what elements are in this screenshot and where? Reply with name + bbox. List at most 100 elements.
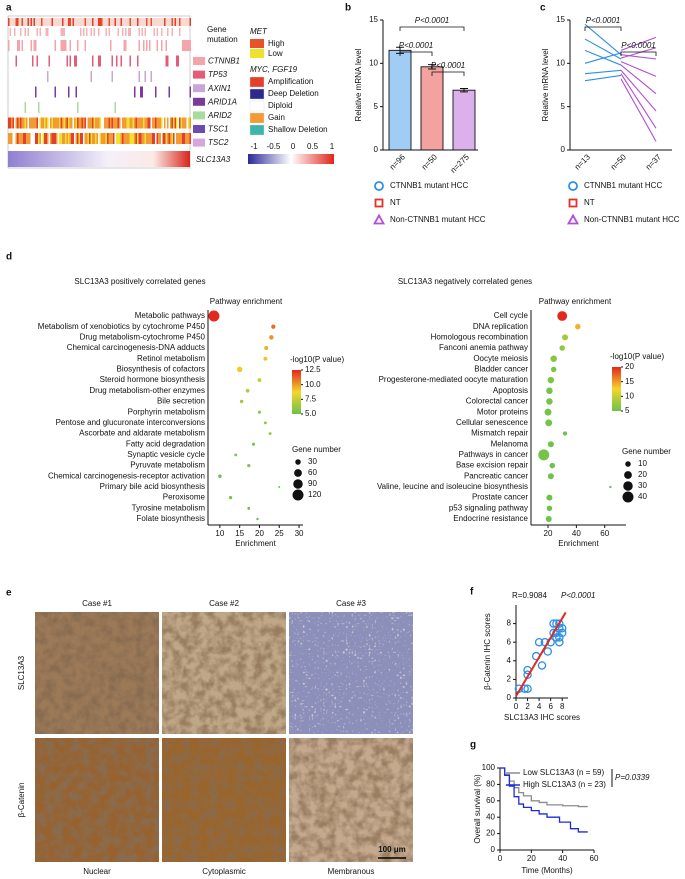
heatmap-cell bbox=[66, 18, 68, 26]
heatmap-cell bbox=[50, 18, 52, 26]
heatmap-cell bbox=[56, 133, 58, 144]
heatmap-cell bbox=[69, 40, 71, 51]
category-label: Valine, leucine and isoleucine biosynthe… bbox=[377, 482, 528, 491]
heatmap-cell bbox=[30, 40, 32, 51]
heatmap-cell bbox=[147, 117, 149, 129]
panel-label: e bbox=[6, 588, 12, 599]
heatmap-cell bbox=[179, 28, 181, 36]
size-legend-label: 20 bbox=[638, 470, 647, 479]
legend-label: CTNNB1 mutant HCC bbox=[390, 181, 468, 190]
heatmap-cell bbox=[110, 133, 112, 144]
heatmap-cell bbox=[155, 18, 157, 26]
heatmap-cell bbox=[63, 28, 65, 36]
y-tick-label: 0 bbox=[374, 145, 379, 154]
legend-label: Low SLC13A3 (n = 59) bbox=[523, 768, 604, 777]
heatmap-cell bbox=[138, 117, 140, 129]
heatmap-cell bbox=[8, 117, 10, 129]
enrichment-dot bbox=[236, 366, 243, 373]
legend-marker bbox=[568, 181, 578, 191]
heatmap-cell bbox=[161, 40, 163, 51]
heatmap-cell bbox=[129, 55, 131, 67]
heatmap-cell bbox=[137, 117, 139, 129]
heatmap-cell bbox=[75, 86, 77, 98]
heatmap-cell bbox=[57, 117, 59, 129]
y-tick-label: 20 bbox=[486, 829, 495, 838]
heatmap-cell bbox=[9, 133, 11, 144]
heatmap-cell bbox=[119, 18, 121, 26]
x-tick-label: 20 bbox=[544, 529, 553, 538]
x-axis-label: Time (Months) bbox=[521, 866, 573, 875]
heatmap-cell bbox=[36, 55, 38, 67]
panel-label: f bbox=[470, 587, 474, 598]
heatmap-cell bbox=[185, 18, 187, 26]
heatmap-cell bbox=[126, 133, 128, 144]
x-axis-label: SLC13A3 IHC scores bbox=[504, 713, 580, 722]
size-legend-label: 60 bbox=[308, 468, 317, 477]
heatmap-cell bbox=[108, 117, 110, 129]
heatmap-cell bbox=[134, 18, 136, 26]
enrichment-dot bbox=[251, 442, 256, 446]
heatmap-cell bbox=[87, 133, 89, 144]
size-legend-dot bbox=[622, 491, 634, 503]
heatmap-cell bbox=[147, 133, 149, 144]
heatmap-cell bbox=[126, 18, 128, 26]
panel-label: a bbox=[6, 3, 12, 14]
heatmap-cell bbox=[80, 28, 82, 36]
x-tick-label: 0 bbox=[498, 854, 503, 863]
category-label: Pancreatic cancer bbox=[464, 471, 528, 480]
enrichment-dot bbox=[234, 453, 238, 457]
heatmap-cell bbox=[141, 28, 143, 36]
enrichment-dot bbox=[264, 346, 269, 351]
heatmap-cell bbox=[15, 18, 17, 26]
heatmap-cell bbox=[54, 117, 56, 129]
enrichment-dot bbox=[263, 421, 267, 425]
legend-swatch bbox=[193, 97, 205, 106]
enrichment-dot bbox=[547, 376, 555, 384]
heatmap-cell bbox=[131, 117, 133, 129]
y-tick-label: 5 bbox=[561, 102, 566, 111]
gene-label: CTNNB1 bbox=[208, 57, 240, 66]
heatmap-cell bbox=[68, 86, 70, 98]
fit-line bbox=[515, 611, 567, 697]
bar bbox=[388, 49, 412, 151]
heatmap-cell bbox=[18, 40, 20, 51]
mutation-heatmap bbox=[7, 15, 191, 169]
heatmap-cell bbox=[78, 18, 80, 26]
heatmap-cell bbox=[108, 18, 110, 26]
heatmap-cell bbox=[77, 117, 79, 129]
heatmap-cell bbox=[93, 28, 95, 36]
enrichment-dot bbox=[257, 410, 262, 414]
heatmap-cell bbox=[90, 18, 92, 26]
chart-subtitle: Pathway enrichment bbox=[539, 297, 612, 306]
category-label: Metabolic pathways bbox=[135, 311, 205, 320]
heatmap-cell bbox=[69, 55, 71, 67]
legend-swatch bbox=[193, 84, 205, 93]
heatmap-cell bbox=[62, 40, 64, 51]
paired-line bbox=[620, 73, 657, 129]
heatmap-cell bbox=[62, 28, 64, 36]
heatmap-cell bbox=[140, 86, 142, 98]
heatmap-cell bbox=[129, 28, 131, 36]
legend-label: Gain bbox=[268, 113, 285, 122]
ihc-texture bbox=[35, 612, 159, 734]
heatmap-cell bbox=[156, 18, 158, 26]
ihc-texture bbox=[289, 738, 413, 862]
heatmap-cell bbox=[96, 18, 98, 26]
legend-label: Non-CTNNB1 mutant HCC bbox=[584, 215, 680, 224]
category-label: Drug metabolism-cytochrome P450 bbox=[80, 332, 206, 341]
x-axis-label: Enrichment bbox=[235, 539, 276, 548]
heatmap-cell bbox=[189, 18, 191, 26]
x-tick-label: n=37 bbox=[644, 152, 663, 171]
heatmap-cell bbox=[173, 18, 175, 26]
heatmap-cell bbox=[24, 18, 26, 26]
bar bbox=[420, 66, 444, 151]
heatmap-cell bbox=[68, 117, 70, 129]
heatmap-cell bbox=[75, 18, 77, 26]
heatmap-cell bbox=[140, 18, 142, 26]
heatmap-cell bbox=[153, 18, 155, 26]
heatmap-cell bbox=[65, 117, 67, 129]
heatmap-cell bbox=[168, 133, 170, 144]
category-label: Mismatch repair bbox=[471, 429, 528, 438]
heatmap-cell bbox=[95, 18, 97, 26]
